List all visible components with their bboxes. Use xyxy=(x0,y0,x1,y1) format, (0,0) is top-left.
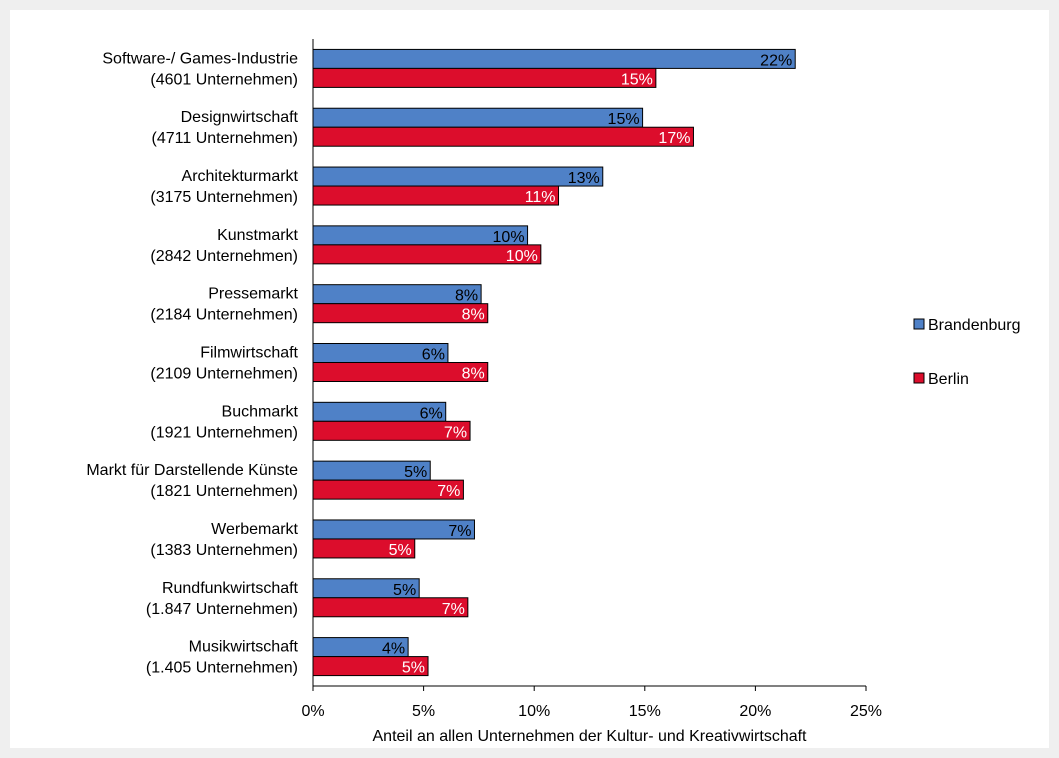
x-tick-label: 10% xyxy=(518,703,550,720)
category-label-line: (4711 Unternehmen) xyxy=(152,130,298,147)
legend-swatch-berlin xyxy=(913,372,925,384)
bar-berlin xyxy=(312,126,694,147)
bar-brandenburg xyxy=(312,166,604,187)
category-label-line: (2842 Unternehmen) xyxy=(150,248,298,265)
category-label-line: (2184 Unternehmen) xyxy=(150,307,298,324)
category-label-line: Rundfunkwirtschaft xyxy=(162,580,299,597)
data-label-brandenburg: 10% xyxy=(493,229,525,246)
data-label-berlin: 11% xyxy=(525,189,556,206)
chart-panel: Software-/ Games-Industrie (4601 Unterneh… xyxy=(10,10,1049,748)
category-label: Kunstmarkt (2842 Unternehmen) xyxy=(150,227,298,265)
category-label-line: Markt für Darstellende Künste xyxy=(86,462,298,479)
bar-brandenburg xyxy=(312,48,796,69)
data-label-brandenburg: 22% xyxy=(760,52,792,69)
category-label: Designwirtschaft (4711 Unternehmen) xyxy=(152,109,299,147)
bar-brandenburg xyxy=(312,107,644,128)
legend-label-berlin: Berlin xyxy=(928,371,969,388)
category-label-line: (2109 Unternehmen) xyxy=(150,366,298,383)
data-label-brandenburg: 7% xyxy=(448,523,471,540)
category-label: Musikwirtschaft (1.405 Unternehmen) xyxy=(146,639,299,677)
category-label: Pressemarkt (2184 Unternehmen) xyxy=(150,286,298,324)
x-tick-label: 25% xyxy=(850,703,882,720)
bar-berlin xyxy=(312,185,560,206)
category-label-line: (1383 Unternehmen) xyxy=(150,542,298,559)
x-tick-label: 0% xyxy=(301,703,324,720)
data-label-berlin: 15% xyxy=(621,71,653,88)
category-label: Buchmarkt (1921 Unternehmen) xyxy=(150,403,298,441)
bar-berlin xyxy=(312,67,657,88)
data-label-brandenburg: 5% xyxy=(404,464,427,481)
data-label-berlin: 8% xyxy=(462,307,485,324)
category-label-line: Software-/ Games-Industrie xyxy=(102,50,298,67)
data-label-berlin: 5% xyxy=(402,660,425,677)
x-tick-label: 15% xyxy=(629,703,661,720)
data-label-brandenburg: 13% xyxy=(568,170,600,187)
data-label-brandenburg: 5% xyxy=(393,582,416,599)
category-label: Werbemarkt (1383 Unternehmen) xyxy=(150,521,298,559)
category-label: Markt für Darstellende Künste (1821 Unter… xyxy=(86,462,298,500)
category-label: Software-/ Games-Industrie (4601 Unterneh… xyxy=(102,50,298,88)
data-label-berlin: 5% xyxy=(389,542,412,559)
category-label-line: Filmwirtschaft xyxy=(200,345,298,362)
data-label-berlin: 17% xyxy=(658,130,690,147)
data-label-berlin: 7% xyxy=(442,601,465,618)
category-label: Architekturmarkt (3175 Unternehmen) xyxy=(150,168,298,206)
legend-label-brandenburg: Brandenburg xyxy=(928,317,1021,334)
data-label-brandenburg: 6% xyxy=(422,347,445,364)
category-label-line: Werbemarkt xyxy=(211,521,298,538)
x-tick-label: 20% xyxy=(739,703,771,720)
data-label-berlin: 10% xyxy=(506,248,538,265)
category-label: Rundfunkwirtschaft (1.847 Unternehmen) xyxy=(146,580,299,618)
category-label-line: (1821 Unternehmen) xyxy=(150,483,298,500)
data-label-berlin: 7% xyxy=(437,483,460,500)
data-label-brandenburg: 6% xyxy=(420,405,443,422)
data-label-berlin: 8% xyxy=(462,366,485,383)
category-label-line: Kunstmarkt xyxy=(217,227,298,244)
x-tick-label: 5% xyxy=(412,703,435,720)
data-label-brandenburg: 4% xyxy=(382,641,405,658)
data-label-brandenburg: 8% xyxy=(455,288,478,305)
x-axis-title: Anteil an allen Unternehmen der Kultur- … xyxy=(373,728,808,745)
data-label-berlin: 7% xyxy=(444,424,467,441)
legend-swatch-brandenburg xyxy=(913,318,925,330)
category-label-line: Pressemarkt xyxy=(208,286,298,303)
category-label-line: Designwirtschaft xyxy=(181,109,299,126)
category-label-line: (1.405 Unternehmen) xyxy=(146,660,298,677)
category-label-line: (4601 Unternehmen) xyxy=(150,71,298,88)
category-label-line: (3175 Unternehmen) xyxy=(150,189,298,206)
category-label-line: Buchmarkt xyxy=(222,403,299,420)
category-label-line: Musikwirtschaft xyxy=(189,639,299,656)
category-label-line: Architekturmarkt xyxy=(182,168,299,185)
category-label: Filmwirtschaft (2109 Unternehmen) xyxy=(150,345,298,383)
bar-chart: Software-/ Games-Industrie (4601 Unterneh… xyxy=(86,39,1021,745)
category-label-line: (1.847 Unternehmen) xyxy=(146,601,298,618)
data-label-brandenburg: 15% xyxy=(608,111,640,128)
category-label-line: (1921 Unternehmen) xyxy=(150,424,298,441)
